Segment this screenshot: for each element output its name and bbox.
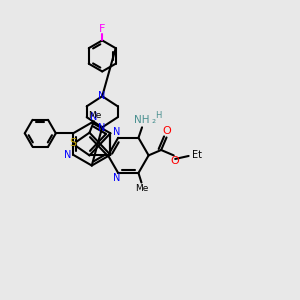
- Text: H: H: [155, 112, 162, 121]
- Text: Me: Me: [135, 184, 148, 193]
- Text: O: O: [163, 127, 172, 136]
- Text: N: N: [98, 91, 105, 101]
- Text: N: N: [90, 112, 97, 122]
- Text: Et: Et: [192, 150, 202, 161]
- Text: ₂: ₂: [151, 116, 155, 125]
- Text: N: N: [113, 173, 120, 183]
- Text: N: N: [64, 150, 71, 160]
- Text: NH: NH: [134, 116, 149, 125]
- Text: N: N: [98, 123, 105, 133]
- Text: S: S: [69, 137, 76, 148]
- Text: F: F: [99, 24, 105, 34]
- Text: Me: Me: [88, 111, 101, 120]
- Text: O: O: [170, 156, 179, 166]
- Text: N: N: [113, 128, 120, 137]
